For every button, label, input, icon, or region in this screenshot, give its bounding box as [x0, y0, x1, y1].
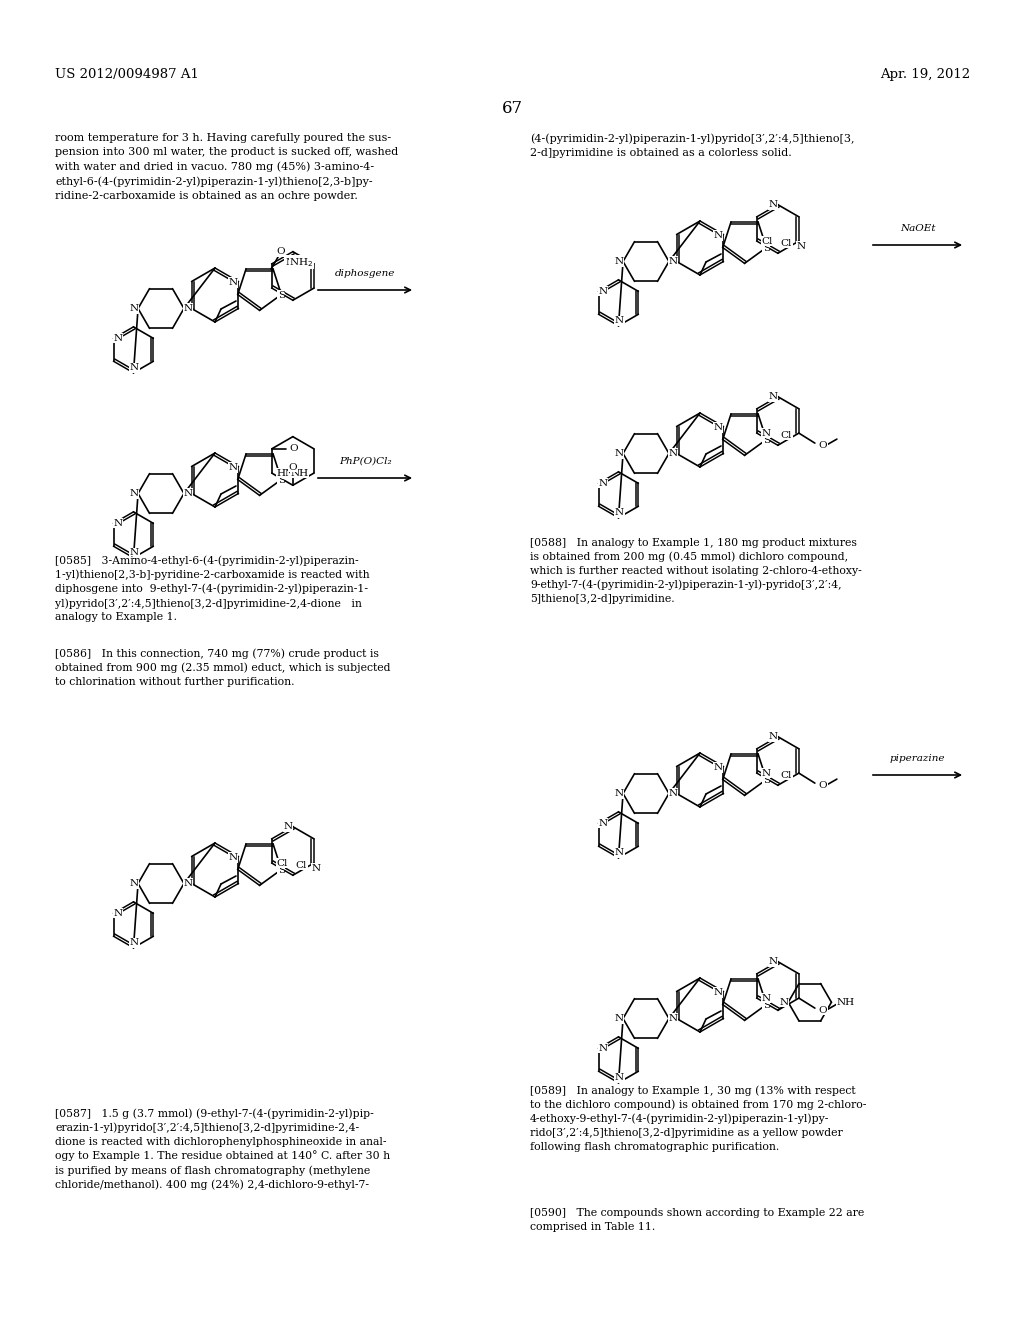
Text: N: N — [284, 822, 293, 832]
Text: N: N — [614, 849, 624, 857]
Text: N: N — [598, 1044, 607, 1053]
Text: S: S — [763, 436, 770, 445]
Text: N: N — [228, 279, 238, 286]
Text: N: N — [113, 519, 122, 528]
Text: N: N — [130, 363, 139, 372]
Text: Cl: Cl — [781, 430, 793, 440]
Text: Apr. 19, 2012: Apr. 19, 2012 — [880, 69, 970, 81]
Text: N: N — [762, 994, 771, 1003]
Text: N: N — [113, 909, 122, 917]
Text: N: N — [183, 488, 193, 498]
Text: Cl: Cl — [781, 771, 793, 780]
Text: S: S — [763, 244, 770, 253]
Text: N: N — [183, 304, 193, 313]
Text: N: N — [614, 449, 624, 458]
Text: HN: HN — [276, 469, 295, 478]
Text: room temperature for 3 h. Having carefully poured the sus-
pension into 300 ml w: room temperature for 3 h. Having careful… — [55, 133, 398, 201]
Text: N: N — [768, 957, 777, 966]
Text: NH$_2$: NH$_2$ — [290, 256, 313, 268]
Text: Cl: Cl — [781, 239, 793, 248]
Text: Cl: Cl — [296, 861, 307, 870]
Text: O: O — [289, 463, 297, 471]
Text: N: N — [311, 863, 321, 873]
Text: N: N — [129, 488, 138, 498]
Text: S: S — [763, 1001, 770, 1010]
Text: N: N — [669, 1014, 678, 1023]
Text: NH: NH — [291, 469, 309, 478]
Text: N: N — [129, 879, 138, 888]
Text: N: N — [714, 763, 723, 772]
Text: N: N — [714, 422, 723, 432]
Text: N: N — [614, 508, 624, 517]
Text: N: N — [768, 733, 777, 741]
Text: O: O — [819, 1006, 827, 1015]
Text: [0588]   In analogy to Example 1, 180 mg product mixtures
is obtained from 200 m: [0588] In analogy to Example 1, 180 mg p… — [530, 539, 862, 605]
Text: N: N — [762, 768, 771, 777]
Text: [0586]   In this connection, 740 mg (77%) crude product is
obtained from 900 mg : [0586] In this connection, 740 mg (77%) … — [55, 648, 390, 686]
Text: 67: 67 — [502, 100, 522, 117]
Text: O: O — [290, 445, 298, 453]
Text: NaOEt: NaOEt — [900, 224, 935, 234]
Text: N: N — [183, 879, 193, 888]
Text: S: S — [278, 477, 285, 484]
Text: N: N — [228, 463, 238, 473]
Text: Cl: Cl — [276, 858, 288, 867]
Text: O: O — [275, 247, 285, 256]
Text: N: N — [228, 853, 238, 862]
Text: US 2012/0094987 A1: US 2012/0094987 A1 — [55, 69, 199, 81]
Text: N: N — [614, 257, 624, 267]
Text: N: N — [768, 201, 777, 209]
Text: N: N — [614, 1073, 624, 1082]
Text: [0589]   In analogy to Example 1, 30 mg (13% with respect
to the dichloro compou: [0589] In analogy to Example 1, 30 mg (1… — [530, 1085, 866, 1151]
Text: N: N — [598, 818, 607, 828]
Text: S: S — [763, 776, 770, 785]
Text: N: N — [598, 479, 607, 488]
Text: N: N — [113, 334, 122, 343]
Text: N: N — [614, 789, 624, 799]
Text: O: O — [819, 441, 827, 450]
Text: S: S — [278, 290, 285, 300]
Text: N: N — [797, 242, 806, 251]
Text: N: N — [779, 998, 788, 1007]
Text: N: N — [598, 286, 607, 296]
Text: N: N — [768, 392, 777, 401]
Text: N: N — [762, 429, 771, 438]
Text: piperazine: piperazine — [890, 754, 945, 763]
Text: N: N — [669, 449, 678, 458]
Text: [0585]   3-Amino-4-ethyl-6-(4-(pyrimidin-2-yl)piperazin-
1-yl)thieno[2,3-b]-pyri: [0585] 3-Amino-4-ethyl-6-(4-(pyrimidin-2… — [55, 554, 370, 623]
Text: N: N — [669, 789, 678, 799]
Text: N: N — [669, 257, 678, 267]
Text: N: N — [714, 231, 723, 240]
Text: [0590]   The compounds shown according to Example 22 are
comprised in Table 11.: [0590] The compounds shown according to … — [530, 1208, 864, 1232]
Text: PhP(O)Cl₂: PhP(O)Cl₂ — [339, 457, 391, 466]
Text: NH$_2$: NH$_2$ — [285, 256, 309, 268]
Text: N: N — [130, 548, 139, 557]
Text: diphosgene: diphosgene — [335, 269, 395, 279]
Text: [0587]   1.5 g (3.7 mmol) (9-ethyl-7-(4-(pyrimidin-2-yl)pip-
erazin-1-yl)pyrido[: [0587] 1.5 g (3.7 mmol) (9-ethyl-7-(4-(p… — [55, 1107, 390, 1191]
Text: S: S — [278, 866, 285, 875]
Text: Cl: Cl — [762, 236, 773, 246]
Text: N: N — [130, 939, 139, 948]
Text: O: O — [819, 780, 827, 789]
Text: N: N — [614, 1014, 624, 1023]
Text: N: N — [129, 304, 138, 313]
Text: N: N — [714, 987, 723, 997]
Text: NH: NH — [837, 998, 855, 1007]
Text: (4-(pyrimidin-2-yl)piperazin-1-yl)pyrido[3′,2′:4,5]thieno[3,
2-d]pyrimidine is o: (4-(pyrimidin-2-yl)piperazin-1-yl)pyrido… — [530, 133, 854, 157]
Text: N: N — [614, 317, 624, 325]
